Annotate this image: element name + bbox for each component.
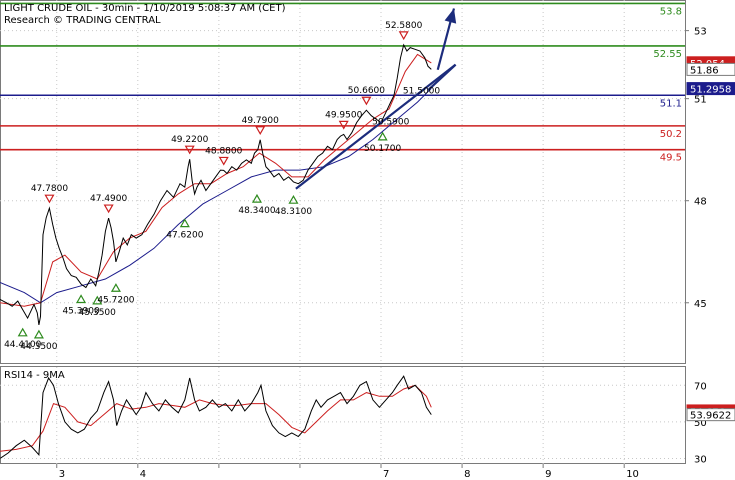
x-tick-label: 10 xyxy=(626,469,639,480)
swing-low-marker xyxy=(92,295,103,305)
swing-high-marker xyxy=(361,96,372,106)
rsi-layer xyxy=(0,375,432,459)
swing-low-label: 50.1700 xyxy=(364,144,401,154)
swing-low-label: 48.3400 xyxy=(238,206,275,216)
swing-high-marker xyxy=(44,194,55,204)
slow-ma-line xyxy=(0,88,432,304)
last-value-box-1: 51.86 xyxy=(686,62,735,76)
swing-low-label: 45.7200 xyxy=(97,295,134,305)
rsi-panel-frame xyxy=(0,366,686,464)
rsi-tick-label: 50 xyxy=(694,418,707,429)
rsi-value-box-text: 53.9622 xyxy=(690,411,731,422)
swing-high-label: 50.6600 xyxy=(348,86,385,96)
projection-arrow-head xyxy=(444,8,457,24)
swing-high-marker xyxy=(398,31,409,41)
chart-header-line1: LIGHT CRUDE OIL - 30min - 1/10/2019 5:08… xyxy=(4,3,286,14)
level-layer: 53.8 52.55 51.1 50.2 49.5 xyxy=(0,2,685,164)
swing-low-label: 45.3500 xyxy=(79,308,116,318)
swing-low-label: 44.4100 xyxy=(4,340,41,350)
swing-low-marker xyxy=(110,283,121,292)
series-layer xyxy=(0,43,432,325)
swing-low-label: 45.3900 xyxy=(62,306,99,316)
swing-high-marker xyxy=(338,120,349,130)
last-value-box-bg xyxy=(686,82,735,96)
swing-low-label: 44.3500 xyxy=(20,342,57,352)
level-label-51.1: 51.1 xyxy=(660,98,682,109)
swing-low-marker xyxy=(33,329,44,339)
swing-high-marker xyxy=(184,145,195,155)
rsi-value-box-1: 53.9622 xyxy=(686,408,735,422)
swing-high-label: 47.7800 xyxy=(31,184,68,194)
trendline-1 xyxy=(427,63,457,91)
price-tick-label: 45 xyxy=(694,299,707,310)
axis-layer: 45485153347891030507052.05451.8651.29585… xyxy=(56,27,735,480)
last-value-box-bg xyxy=(686,62,735,76)
trend-layer xyxy=(295,8,457,190)
last-value-box-text: 51.86 xyxy=(690,65,719,76)
swing-low-marker xyxy=(76,294,87,304)
swing-high-label: 52.5800 xyxy=(385,21,422,31)
swing-high-marker xyxy=(103,204,114,214)
swing-high-label: 49.9500 xyxy=(325,110,362,120)
swing-low-label: 48.3100 xyxy=(275,207,312,217)
rsi-line xyxy=(0,375,432,459)
swing-high-marker xyxy=(255,126,266,136)
last-value-box-2: 51.2958 xyxy=(686,82,735,96)
swing-low-marker xyxy=(377,131,388,141)
level-label-50.2: 50.2 xyxy=(660,129,682,140)
price-line xyxy=(0,43,432,325)
last-value-box-text: 51.2958 xyxy=(690,85,731,96)
rsi-tick-label: 70 xyxy=(694,381,707,392)
level-label-49.5: 49.5 xyxy=(660,153,682,164)
x-tick-label: 3 xyxy=(59,469,65,480)
swing-high-marker xyxy=(218,156,229,166)
x-tick-label: 8 xyxy=(464,469,470,480)
swing-low-marker xyxy=(17,327,28,337)
swing-high-label: 47.4900 xyxy=(90,194,127,204)
x-tick-label: 4 xyxy=(140,469,146,480)
rsi-tick-label: 30 xyxy=(694,455,707,466)
level-label-53.8: 53.8 xyxy=(660,6,682,17)
price-annotation-label: 50.5900 xyxy=(372,118,409,128)
price-annotation-label: 51.5000 xyxy=(403,87,440,97)
price-tick-label: 53 xyxy=(694,27,707,38)
trendline-0 xyxy=(295,63,457,190)
fast-ma-line xyxy=(0,53,432,307)
chart-header-line2: Research © TRADING CENTRAL xyxy=(4,15,161,26)
swing-low-marker xyxy=(179,218,190,228)
grid-layer xyxy=(0,0,685,464)
x-tick-label: 9 xyxy=(545,469,551,480)
price-tick-label: 48 xyxy=(694,197,707,208)
swing-high-label: 49.7900 xyxy=(242,116,279,126)
swing-high-label: 49.2200 xyxy=(171,135,208,145)
rsi-value-box-bg xyxy=(686,408,735,422)
level-label-52.55: 52.55 xyxy=(653,49,682,60)
x-tick-label: 7 xyxy=(383,469,389,480)
swing-low-marker xyxy=(251,193,263,203)
swing-low-label: 47.6200 xyxy=(166,231,203,241)
price-tick-label: 51 xyxy=(694,95,707,106)
swing-low-marker xyxy=(288,194,299,204)
swing-high-label: 48.8800 xyxy=(205,146,242,156)
rsi-panel-label: RSI14 - 9MA xyxy=(4,370,65,381)
price-panel-frame xyxy=(0,0,686,364)
